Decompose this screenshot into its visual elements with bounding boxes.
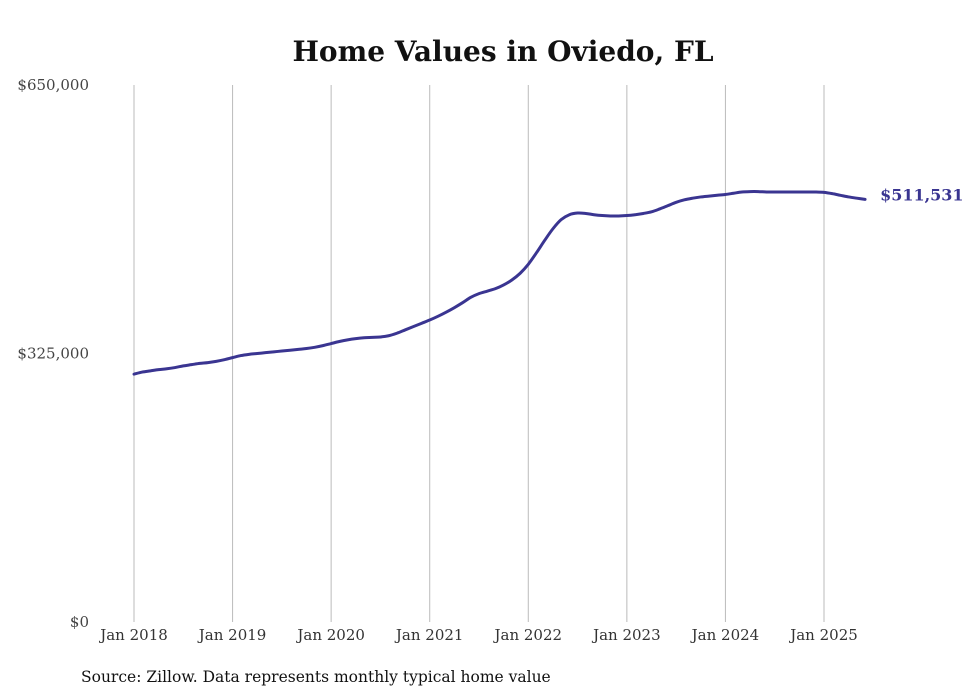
y-tick-label: $650,000: [17, 76, 89, 94]
x-tick-label: Jan 2018: [98, 626, 168, 644]
chart-title: Home Values in Oviedo, FL: [292, 35, 713, 68]
series-line: [132, 190, 867, 376]
gridlines: [133, 85, 825, 622]
x-axis-ticks: Jan 2018 Jan 2019 Jan 2020 Jan 2021 Jan 2022…: [98, 626, 858, 644]
end-value-label: $511,531: [880, 185, 964, 204]
x-tick-label: Jan 2021: [394, 626, 464, 644]
y-tick-label: $325,000: [17, 345, 89, 363]
x-tick-label: Jan 2022: [493, 626, 563, 644]
source-note: Source: Zillow. Data represents monthly …: [81, 668, 551, 686]
x-tick-label: Jan 2020: [295, 626, 365, 644]
y-axis-ticks: $0 $325,000 $650,000: [17, 76, 89, 631]
x-tick-label: Jan 2019: [197, 626, 267, 644]
x-tick-label: Jan 2023: [591, 626, 661, 644]
x-tick-label: Jan 2024: [690, 626, 760, 644]
y-tick-label: $0: [70, 613, 89, 631]
x-tick-label: Jan 2025: [788, 626, 858, 644]
